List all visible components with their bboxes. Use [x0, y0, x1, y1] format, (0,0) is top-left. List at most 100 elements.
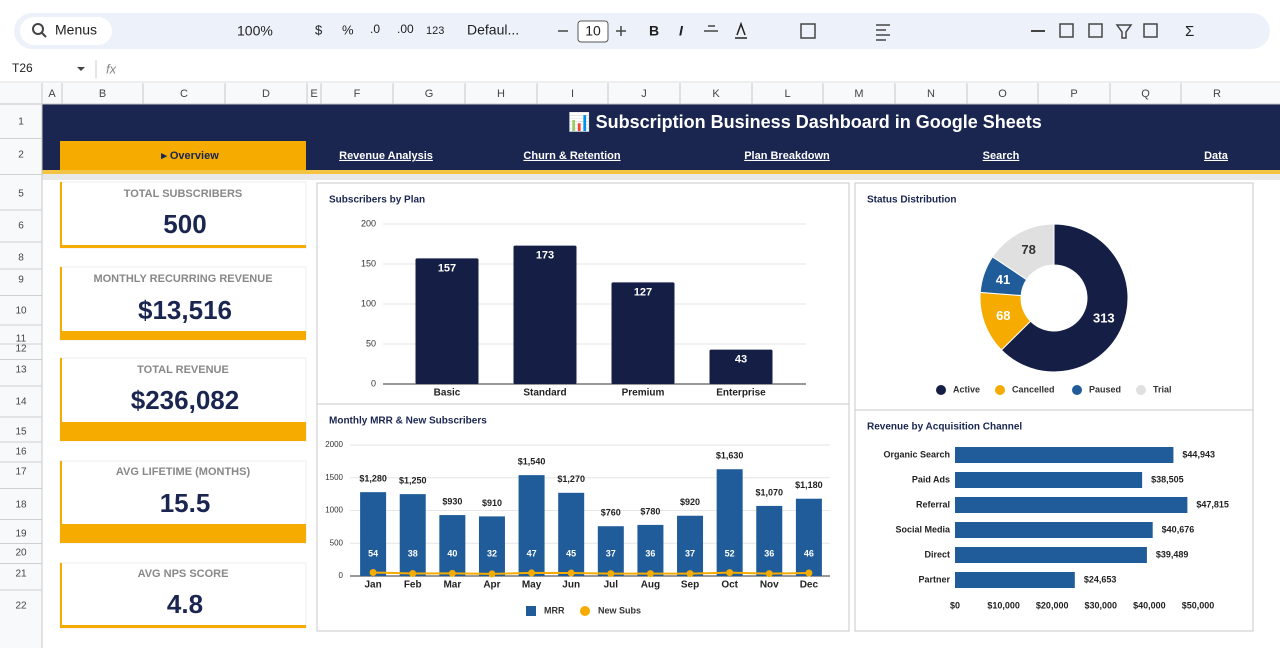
column-header: D: [262, 88, 270, 100]
data-label: 127: [634, 286, 652, 298]
percent-format[interactable]: %: [342, 22, 354, 37]
legend-marker: [1136, 385, 1146, 395]
x-tick-label: Sep: [681, 580, 699, 591]
row-header: 17: [15, 467, 27, 478]
number-format[interactable]: 123: [426, 25, 444, 37]
x-tick-label: Jun: [562, 580, 580, 591]
row-header: 6: [18, 221, 24, 232]
x-tick-label: Basic: [434, 388, 461, 399]
y-tick-label: 2000: [325, 440, 343, 449]
fx-icon: fx: [106, 61, 117, 76]
data-label: $1,250: [399, 476, 427, 486]
x-tick-label: Premium: [622, 388, 665, 399]
legend-marker: [1072, 385, 1082, 395]
bar: [677, 516, 703, 576]
kpi-accent-bottom: [60, 625, 306, 628]
data-label: $1,070: [756, 487, 784, 497]
nav-link[interactable]: Data: [1204, 150, 1229, 162]
y-tick-label: Partner: [918, 574, 950, 584]
legend-label: New Subs: [598, 605, 641, 615]
line-point: [805, 569, 812, 576]
menus-label[interactable]: Menus: [55, 22, 97, 38]
column-header: F: [354, 88, 361, 100]
nav-link[interactable]: Plan Breakdown: [744, 150, 830, 162]
data-label: $38,505: [1151, 474, 1184, 484]
nav-link[interactable]: Revenue Analysis: [339, 150, 433, 162]
y-tick-label: Paid Ads: [912, 474, 950, 484]
nav-link[interactable]: Search: [983, 150, 1020, 162]
bold-button[interactable]: B: [649, 23, 659, 39]
bar: [955, 522, 1153, 538]
data-label: $44,943: [1182, 449, 1215, 459]
y-tick-label: 50: [366, 338, 376, 348]
nav-link[interactable]: ▸ Overview: [160, 150, 219, 162]
decrease-decimals[interactable]: .0: [370, 22, 380, 36]
kpi-accent-left: [60, 182, 62, 248]
data-label: $47,815: [1196, 499, 1229, 509]
data-label: 36: [645, 548, 655, 558]
x-tick-label: May: [522, 580, 542, 591]
kpi-accent-bottom: [60, 524, 306, 543]
legend-label: Trial: [1153, 384, 1172, 394]
header-accent: [42, 170, 1280, 174]
row-header: 18: [15, 500, 27, 511]
data-label: $1,180: [795, 480, 823, 490]
column-header-bar: [0, 83, 1280, 104]
row-header: 12: [15, 344, 27, 355]
data-label: 54: [368, 548, 378, 558]
y-tick-label: 0: [371, 378, 376, 388]
functions[interactable]: Σ: [1185, 23, 1194, 40]
name-box-arrow[interactable]: [77, 67, 85, 71]
zoom[interactable]: 100%: [237, 23, 273, 39]
column-header: N: [927, 88, 935, 100]
bar: [416, 258, 479, 384]
x-tick-label: Apr: [483, 580, 500, 591]
row-header: 2: [18, 150, 24, 161]
bar: [955, 572, 1075, 588]
y-tick-label: Organic Search: [883, 449, 950, 459]
bar: [955, 547, 1147, 563]
bar: [439, 515, 465, 576]
row-header: 16: [15, 447, 27, 458]
column-header: G: [425, 88, 434, 100]
y-tick-label: 150: [361, 258, 376, 268]
x-tick-label: $40,000: [1133, 600, 1166, 610]
slice-label: 68: [996, 308, 1010, 323]
chart-title: Revenue by Acquisition Channel: [867, 422, 1022, 433]
name-box[interactable]: T26: [12, 61, 33, 75]
increase-decimals[interactable]: .00: [397, 22, 414, 36]
kpi-accent-left: [60, 563, 62, 628]
data-label: 157: [438, 262, 456, 274]
kpi-value: $236,082: [131, 385, 239, 415]
legend-label: Active: [953, 384, 980, 394]
currency-format[interactable]: $: [315, 22, 323, 37]
font-size[interactable]: 10: [585, 23, 601, 39]
bar: [360, 492, 386, 576]
x-tick-label: $30,000: [1085, 600, 1118, 610]
line-point: [766, 570, 773, 577]
kpi-label: MONTHLY RECURRING REVENUE: [93, 273, 272, 285]
row-header: 15: [15, 427, 27, 438]
row-header: 10: [15, 306, 27, 317]
slice-label: 313: [1093, 310, 1115, 325]
column-header: Q: [1141, 88, 1150, 100]
bar: [514, 246, 577, 384]
x-tick-label: Oct: [721, 580, 738, 591]
legend-label: MRR: [544, 605, 565, 615]
x-tick-label: Nov: [760, 580, 779, 591]
kpi-label: TOTAL REVENUE: [137, 364, 229, 376]
row-header: 5: [18, 189, 24, 200]
nav-link[interactable]: Churn & Retention: [523, 150, 620, 162]
data-label: 43: [735, 354, 747, 366]
toolbar: [14, 13, 1270, 49]
font-family[interactable]: Defaul...: [467, 22, 519, 38]
dashboard-title: 📊 Subscription Business Dashboard in Goo…: [568, 111, 1042, 132]
x-tick-label: $10,000: [987, 600, 1020, 610]
data-label: 52: [725, 548, 735, 558]
row-header: 1: [18, 117, 24, 128]
x-tick-label: Standard: [523, 388, 566, 399]
column-header: C: [180, 88, 188, 100]
bar: [955, 447, 1173, 463]
kpi-accent-bottom: [60, 422, 306, 441]
x-tick-label: Mar: [443, 580, 461, 591]
